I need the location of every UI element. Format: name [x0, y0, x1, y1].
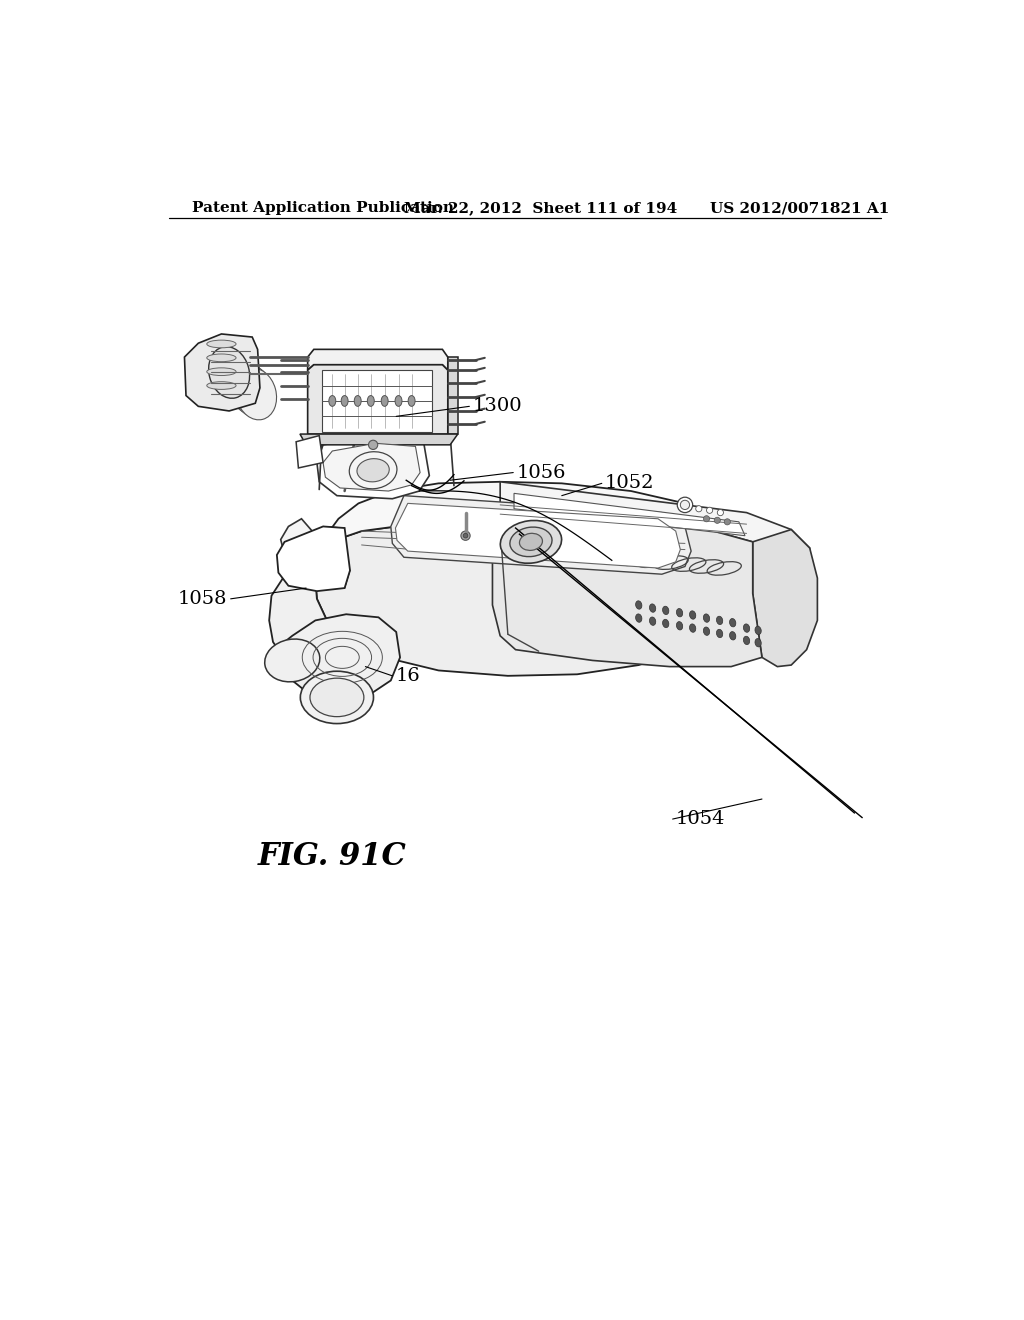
Polygon shape: [300, 434, 458, 445]
Ellipse shape: [729, 631, 736, 640]
Polygon shape: [322, 482, 753, 562]
Circle shape: [724, 519, 730, 525]
Ellipse shape: [755, 639, 761, 647]
Circle shape: [714, 517, 720, 524]
Ellipse shape: [409, 396, 415, 407]
Polygon shape: [447, 358, 458, 434]
Polygon shape: [269, 568, 345, 671]
Ellipse shape: [636, 601, 642, 610]
Ellipse shape: [649, 616, 655, 626]
Text: 1054: 1054: [676, 810, 725, 828]
Ellipse shape: [216, 352, 257, 404]
Polygon shape: [514, 494, 745, 536]
Ellipse shape: [329, 396, 336, 407]
Text: US 2012/0071821 A1: US 2012/0071821 A1: [710, 202, 889, 215]
Text: Mar. 22, 2012  Sheet 111 of 194: Mar. 22, 2012 Sheet 111 of 194: [403, 202, 677, 215]
Ellipse shape: [510, 527, 552, 557]
Ellipse shape: [212, 350, 254, 401]
Ellipse shape: [207, 368, 237, 376]
Ellipse shape: [357, 458, 389, 482]
Polygon shape: [296, 436, 323, 469]
Ellipse shape: [395, 396, 402, 407]
Circle shape: [717, 510, 724, 516]
Ellipse shape: [501, 520, 561, 564]
Ellipse shape: [265, 639, 319, 682]
Ellipse shape: [231, 366, 272, 417]
Circle shape: [703, 516, 710, 521]
Text: 1052: 1052: [605, 474, 654, 492]
Ellipse shape: [207, 354, 237, 362]
Polygon shape: [500, 482, 810, 562]
Text: 1058: 1058: [178, 590, 227, 607]
Polygon shape: [283, 614, 400, 701]
Polygon shape: [395, 503, 680, 568]
Polygon shape: [391, 496, 691, 574]
Ellipse shape: [689, 611, 695, 619]
Polygon shape: [322, 370, 432, 432]
Circle shape: [695, 506, 701, 512]
Ellipse shape: [755, 626, 761, 635]
Polygon shape: [276, 527, 350, 591]
Ellipse shape: [743, 624, 750, 632]
Text: 16: 16: [395, 667, 420, 685]
Ellipse shape: [207, 341, 237, 348]
Circle shape: [680, 500, 689, 510]
Circle shape: [369, 441, 378, 449]
Ellipse shape: [209, 347, 250, 399]
Ellipse shape: [717, 630, 723, 638]
Ellipse shape: [381, 396, 388, 407]
Ellipse shape: [703, 614, 710, 622]
Polygon shape: [315, 524, 746, 676]
Text: 1300: 1300: [472, 397, 522, 416]
Polygon shape: [493, 503, 762, 667]
Ellipse shape: [224, 359, 265, 411]
Circle shape: [677, 498, 692, 512]
Circle shape: [461, 531, 470, 540]
Ellipse shape: [663, 619, 669, 628]
Polygon shape: [323, 444, 420, 491]
Ellipse shape: [649, 603, 655, 612]
Ellipse shape: [310, 678, 364, 717]
Ellipse shape: [729, 619, 736, 627]
Circle shape: [463, 533, 468, 539]
Ellipse shape: [677, 609, 683, 616]
Polygon shape: [184, 334, 260, 411]
Polygon shape: [307, 364, 447, 434]
Ellipse shape: [636, 614, 642, 622]
Ellipse shape: [717, 616, 723, 624]
Polygon shape: [753, 529, 817, 667]
Ellipse shape: [743, 636, 750, 644]
Ellipse shape: [703, 627, 710, 635]
Polygon shape: [307, 350, 447, 370]
Ellipse shape: [689, 624, 695, 632]
Ellipse shape: [354, 396, 361, 407]
Ellipse shape: [300, 671, 374, 723]
Text: FIG. 91C: FIG. 91C: [258, 841, 407, 873]
Ellipse shape: [341, 396, 348, 407]
Circle shape: [707, 507, 713, 513]
Text: 1056: 1056: [516, 463, 566, 482]
Ellipse shape: [209, 347, 250, 399]
Ellipse shape: [236, 368, 276, 420]
Ellipse shape: [220, 356, 261, 408]
Ellipse shape: [677, 622, 683, 630]
Ellipse shape: [519, 533, 543, 550]
Ellipse shape: [663, 606, 669, 615]
Polygon shape: [281, 519, 325, 581]
Text: Patent Application Publication: Patent Application Publication: [193, 202, 455, 215]
Ellipse shape: [368, 396, 374, 407]
Ellipse shape: [207, 381, 237, 389]
Polygon shape: [316, 436, 429, 499]
Ellipse shape: [228, 362, 269, 413]
